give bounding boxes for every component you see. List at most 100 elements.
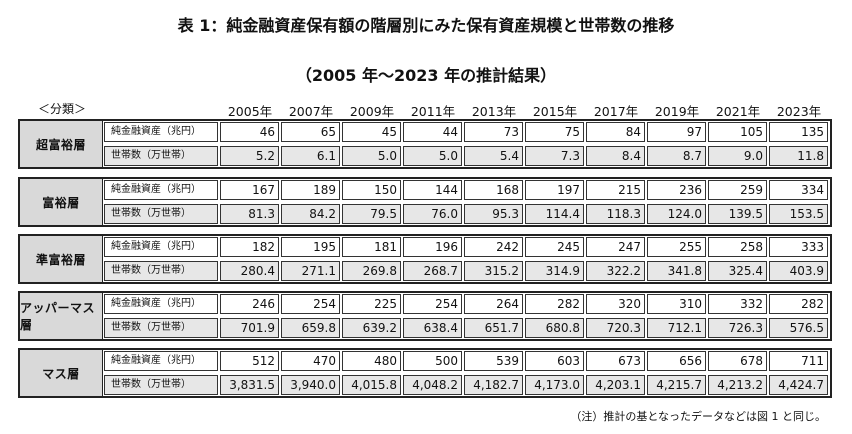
table-cell: 603 [525, 351, 584, 371]
table-cell: 269.8 [342, 261, 401, 281]
table-cell: 167 [220, 180, 279, 200]
table-cell: 320 [586, 294, 645, 314]
table-cell: 673 [586, 351, 645, 371]
group-name: 富裕層 [20, 179, 103, 225]
row-label: 世帯数（万世帯） [104, 204, 218, 224]
table-cell: 189 [281, 180, 340, 200]
table-cell: 168 [464, 180, 523, 200]
table-cell: 280.4 [220, 261, 279, 281]
table-cell: 65 [281, 122, 340, 142]
table-cell: 45 [342, 122, 401, 142]
year-header: 2023年 [776, 104, 822, 119]
table-cell: 247 [586, 237, 645, 257]
table-cell: 333 [769, 237, 828, 257]
table-cell: 225 [342, 294, 401, 314]
table-cell: 197 [525, 180, 584, 200]
table-cell: 9.0 [708, 146, 767, 166]
table-row: 純金融資産（兆円） 167 189 150 144 168 197 215 236 259 334 [104, 180, 830, 200]
table-cell: 726.3 [708, 318, 767, 338]
table-row: 世帯数（万世帯） 701.9 659.8 639.2 638.4 651.7 680.8 72… [104, 318, 830, 338]
table-cell: 195 [281, 237, 340, 257]
table-cell: 403.9 [769, 261, 828, 281]
table-cell: 124.0 [647, 204, 706, 224]
table-cell: 325.4 [708, 261, 767, 281]
group-block: マス層 純金融資産（兆円） 512 470 480 500 539 603 673 656 678 7… [18, 348, 832, 398]
table-cell: 4,015.8 [342, 375, 401, 395]
table-cell: 236 [647, 180, 706, 200]
year-header: 2019年 [654, 104, 700, 119]
table-cell: 310 [647, 294, 706, 314]
table-cell: 4,173.0 [525, 375, 584, 395]
table-cell: 3,940.0 [281, 375, 340, 395]
table-cell: 6.1 [281, 146, 340, 166]
table-row: 世帯数（万世帯） 5.2 6.1 5.0 5.0 5.4 7.3 8.4 8.7 9.0 11.8 [104, 146, 830, 166]
table-cell: 659.8 [281, 318, 340, 338]
row-label: 世帯数（万世帯） [104, 375, 218, 395]
table-cell: 5.4 [464, 146, 523, 166]
table-cell: 76.0 [403, 204, 462, 224]
row-label: 純金融資産（兆円） [104, 351, 218, 371]
table-cell: 639.2 [342, 318, 401, 338]
group-name: マス層 [20, 350, 103, 396]
table-cell: 3,831.5 [220, 375, 279, 395]
footnote: （注）推計の基となったデータなどは図 1 と同じ。 [570, 410, 826, 423]
group-block: アッパーマス層 純金融資産（兆円） 246 254 225 254 264 282 320 310… [18, 291, 832, 341]
table-cell: 4,213.2 [708, 375, 767, 395]
table-cell: 11.8 [769, 146, 828, 166]
table-cell: 282 [525, 294, 584, 314]
table-cell: 150 [342, 180, 401, 200]
table-cell: 255 [647, 237, 706, 257]
table-cell: 105 [708, 122, 767, 142]
table-cell: 73 [464, 122, 523, 142]
table-row: 純金融資産（兆円） 512 470 480 500 539 603 673 656 678 711 [104, 351, 830, 371]
table-cell: 259 [708, 180, 767, 200]
table-cell: 95.3 [464, 204, 523, 224]
row-label: 純金融資産（兆円） [104, 122, 218, 142]
row-label: 世帯数（万世帯） [104, 146, 218, 166]
table-row: 純金融資産（兆円） 246 254 225 254 264 282 320 310 332 282 [104, 294, 830, 314]
table-cell: 139.5 [708, 204, 767, 224]
table-cell: 258 [708, 237, 767, 257]
table-cell: 79.5 [342, 204, 401, 224]
table-cell: 4,182.7 [464, 375, 523, 395]
group-block: 超富裕層 純金融資産（兆円） 46 65 45 44 73 75 84 97 105 135 世帯数（万… [18, 119, 832, 169]
table-cell: 118.3 [586, 204, 645, 224]
table-cell: 268.7 [403, 261, 462, 281]
table-cell: 75 [525, 122, 584, 142]
table-cell: 334 [769, 180, 828, 200]
year-header: 2013年 [471, 104, 517, 119]
table-cell: 480 [342, 351, 401, 371]
document-title: 表 1：純金融資産保有額の階層別にみた保有資産規模と世帯数の推移 [177, 16, 675, 35]
table-cell: 720.3 [586, 318, 645, 338]
table-cell: 651.7 [464, 318, 523, 338]
table-row: 純金融資産（兆円） 46 65 45 44 73 75 84 97 105 135 [104, 122, 830, 142]
row-label: 世帯数（万世帯） [104, 261, 218, 281]
table-cell: 4,215.7 [647, 375, 706, 395]
table-cell: 44 [403, 122, 462, 142]
table-cell: 512 [220, 351, 279, 371]
table-cell: 242 [464, 237, 523, 257]
group-name: 準富裕層 [20, 236, 103, 282]
row-label: 純金融資産（兆円） [104, 237, 218, 257]
table-row: 世帯数（万世帯） 280.4 271.1 269.8 268.7 315.2 314.9 32… [104, 261, 830, 281]
table-cell: 135 [769, 122, 828, 142]
table-cell: 315.2 [464, 261, 523, 281]
table-cell: 332 [708, 294, 767, 314]
table-cell: 470 [281, 351, 340, 371]
table-cell: 181 [342, 237, 401, 257]
group-name: アッパーマス層 [20, 293, 103, 339]
year-header: 2007年 [288, 104, 334, 119]
table-cell: 114.4 [525, 204, 584, 224]
row-label: 純金融資産（兆円） [104, 294, 218, 314]
table-cell: 81.3 [220, 204, 279, 224]
category-label: ＜分類＞ [38, 102, 87, 116]
table-cell: 322.2 [586, 261, 645, 281]
table-cell: 182 [220, 237, 279, 257]
table-cell: 84.2 [281, 204, 340, 224]
table-row: 世帯数（万世帯） 3,831.5 3,940.0 4,015.8 4,048.2 4,18… [104, 375, 830, 395]
table-cell: 4,048.2 [403, 375, 462, 395]
table-cell: 84 [586, 122, 645, 142]
table-cell: 638.4 [403, 318, 462, 338]
table-cell: 680.8 [525, 318, 584, 338]
year-header: 2011年 [410, 104, 456, 119]
